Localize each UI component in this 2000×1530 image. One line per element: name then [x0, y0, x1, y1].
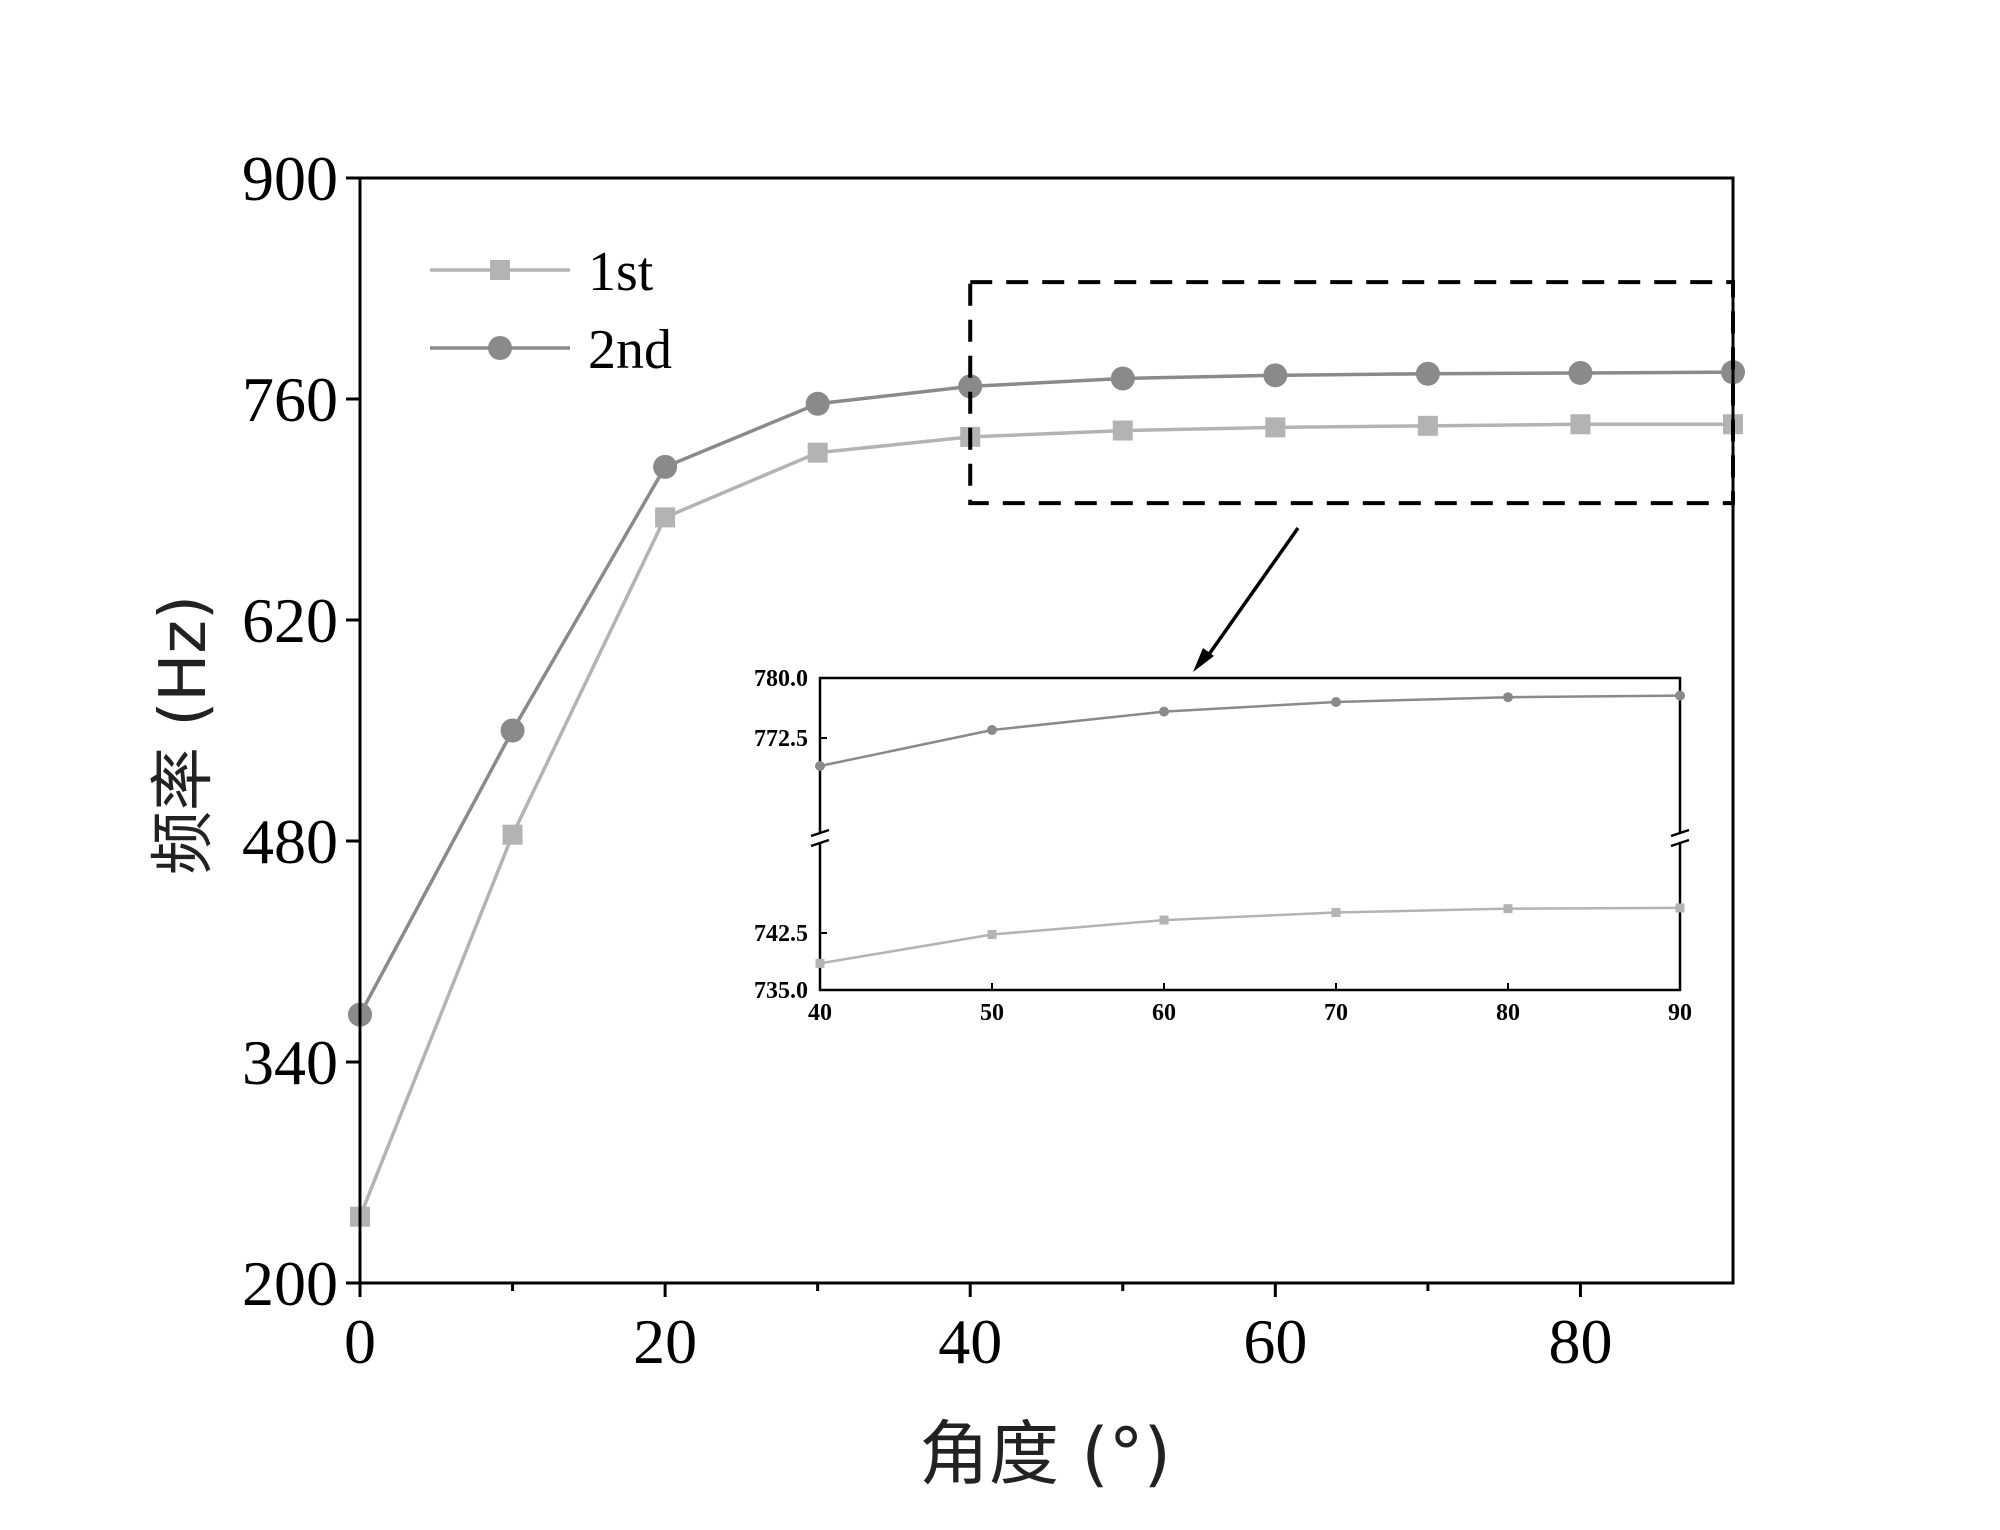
inset-x-tick-label-90: 90: [1668, 1000, 1692, 1026]
data-point-2nd-40: [958, 374, 983, 399]
inset-point-2nd-70: [1331, 697, 1341, 707]
inset-point-1st-50: [987, 930, 997, 940]
plot-frame: [358, 176, 1735, 1285]
inset-y-tick-label-742.5: 742.5: [754, 921, 808, 947]
inset-series-line-2nd: [819, 694, 1681, 768]
data-point-2nd-50: [1110, 366, 1135, 391]
y-tick-label-480: 480: [242, 806, 338, 877]
x-tick-label-40: 40: [938, 1306, 1002, 1377]
data-point-1st-50: [1112, 420, 1133, 441]
zoom-arrow-head: [1193, 648, 1214, 672]
legend-marker-2nd: [488, 336, 512, 360]
axis-break-mark-b-0: [810, 838, 830, 848]
x-tick-label-20: 20: [633, 1306, 697, 1377]
series-line-2nd: [358, 370, 1734, 1016]
data-point-2nd-80: [1568, 360, 1593, 385]
data-point-1st-30: [807, 442, 828, 463]
x-axis-title: 角度 (°): [919, 1413, 1171, 1495]
inset-point-2nd-40: [815, 761, 825, 771]
data-point-1st-70: [1417, 415, 1438, 436]
data-point-2nd-10: [500, 718, 525, 743]
data-point-1st-80: [1570, 414, 1591, 435]
inset-point-1st-60: [1159, 915, 1169, 925]
y-tick-label-760: 760: [242, 364, 338, 435]
data-point-1st-10: [502, 824, 523, 845]
inset-point-2nd-50: [987, 725, 997, 735]
main-plot: 0 20 40 60 80 200 340 480 620 760 900: [242, 143, 1745, 1377]
inset-point-2nd-60: [1159, 706, 1169, 717]
y-tick-label-620: 620: [242, 585, 338, 656]
data-point-2nd-60: [1263, 363, 1288, 388]
x-tick-label-80: 80: [1548, 1306, 1612, 1377]
x-tick-label-0: 0: [344, 1306, 376, 1377]
inset-point-1st-90: [1675, 903, 1685, 913]
inset-plot: 40 50 60 70 80 90 780.0 772.5 742.5 735.0: [754, 666, 1692, 1026]
inset-y-tick-label-772.5: 772.5: [754, 726, 808, 752]
inset-point-1st-80: [1503, 904, 1513, 914]
data-point-1st-60: [1265, 417, 1286, 438]
inset-x-tick-label-50: 50: [980, 1000, 1004, 1026]
data-point-2nd-70: [1415, 361, 1440, 386]
inset-point-2nd-80: [1503, 692, 1513, 703]
y-tick-label-340: 340: [242, 1027, 338, 1098]
axis-break-mark-a-0: [810, 828, 830, 838]
series-line-1st: [358, 422, 1733, 1218]
inset-frame: [818, 676, 1682, 992]
inset-x-tick-label-40: 40: [808, 1000, 832, 1026]
inset-series-line-1st: [819, 906, 1681, 965]
data-point-2nd-30: [805, 391, 830, 416]
inset-point-1st-40: [815, 958, 825, 968]
inset-x-tick-label-80: 80: [1496, 1000, 1520, 1026]
data-point-1st-20: [655, 507, 676, 528]
zoom-arrow-line: [1203, 526, 1300, 662]
axis-break-mark-b-1: [1670, 838, 1690, 848]
axis-break-mark-a-1: [1670, 828, 1690, 838]
data-point-2nd-20: [653, 454, 678, 479]
legend-marker-1st: [490, 260, 510, 280]
axis-titles: 角度 (°) 频率 (Hz): [147, 595, 1171, 1495]
y-tick-label-200: 200: [242, 1248, 338, 1319]
legend-label-1st: 1st: [588, 241, 654, 303]
inset-x-tick-label-70: 70: [1324, 1000, 1348, 1026]
inset-y-tick-label-780.0: 780.0: [754, 666, 808, 692]
x-tick-label-60: 60: [1243, 1306, 1307, 1377]
zoom-box-layer: [968, 280, 1735, 672]
legend-label-2nd: 2nd: [588, 319, 672, 381]
y-axis-title: 频率 (Hz): [147, 595, 221, 875]
inset-point-2nd-90: [1675, 690, 1685, 701]
inset-x-tick-label-60: 60: [1152, 1000, 1176, 1026]
inset-y-tick-label-735.0: 735.0: [754, 978, 808, 1004]
y-tick-label-900: 900: [242, 143, 338, 214]
inset-point-1st-70: [1331, 907, 1341, 917]
zoom-box: [968, 280, 1735, 506]
